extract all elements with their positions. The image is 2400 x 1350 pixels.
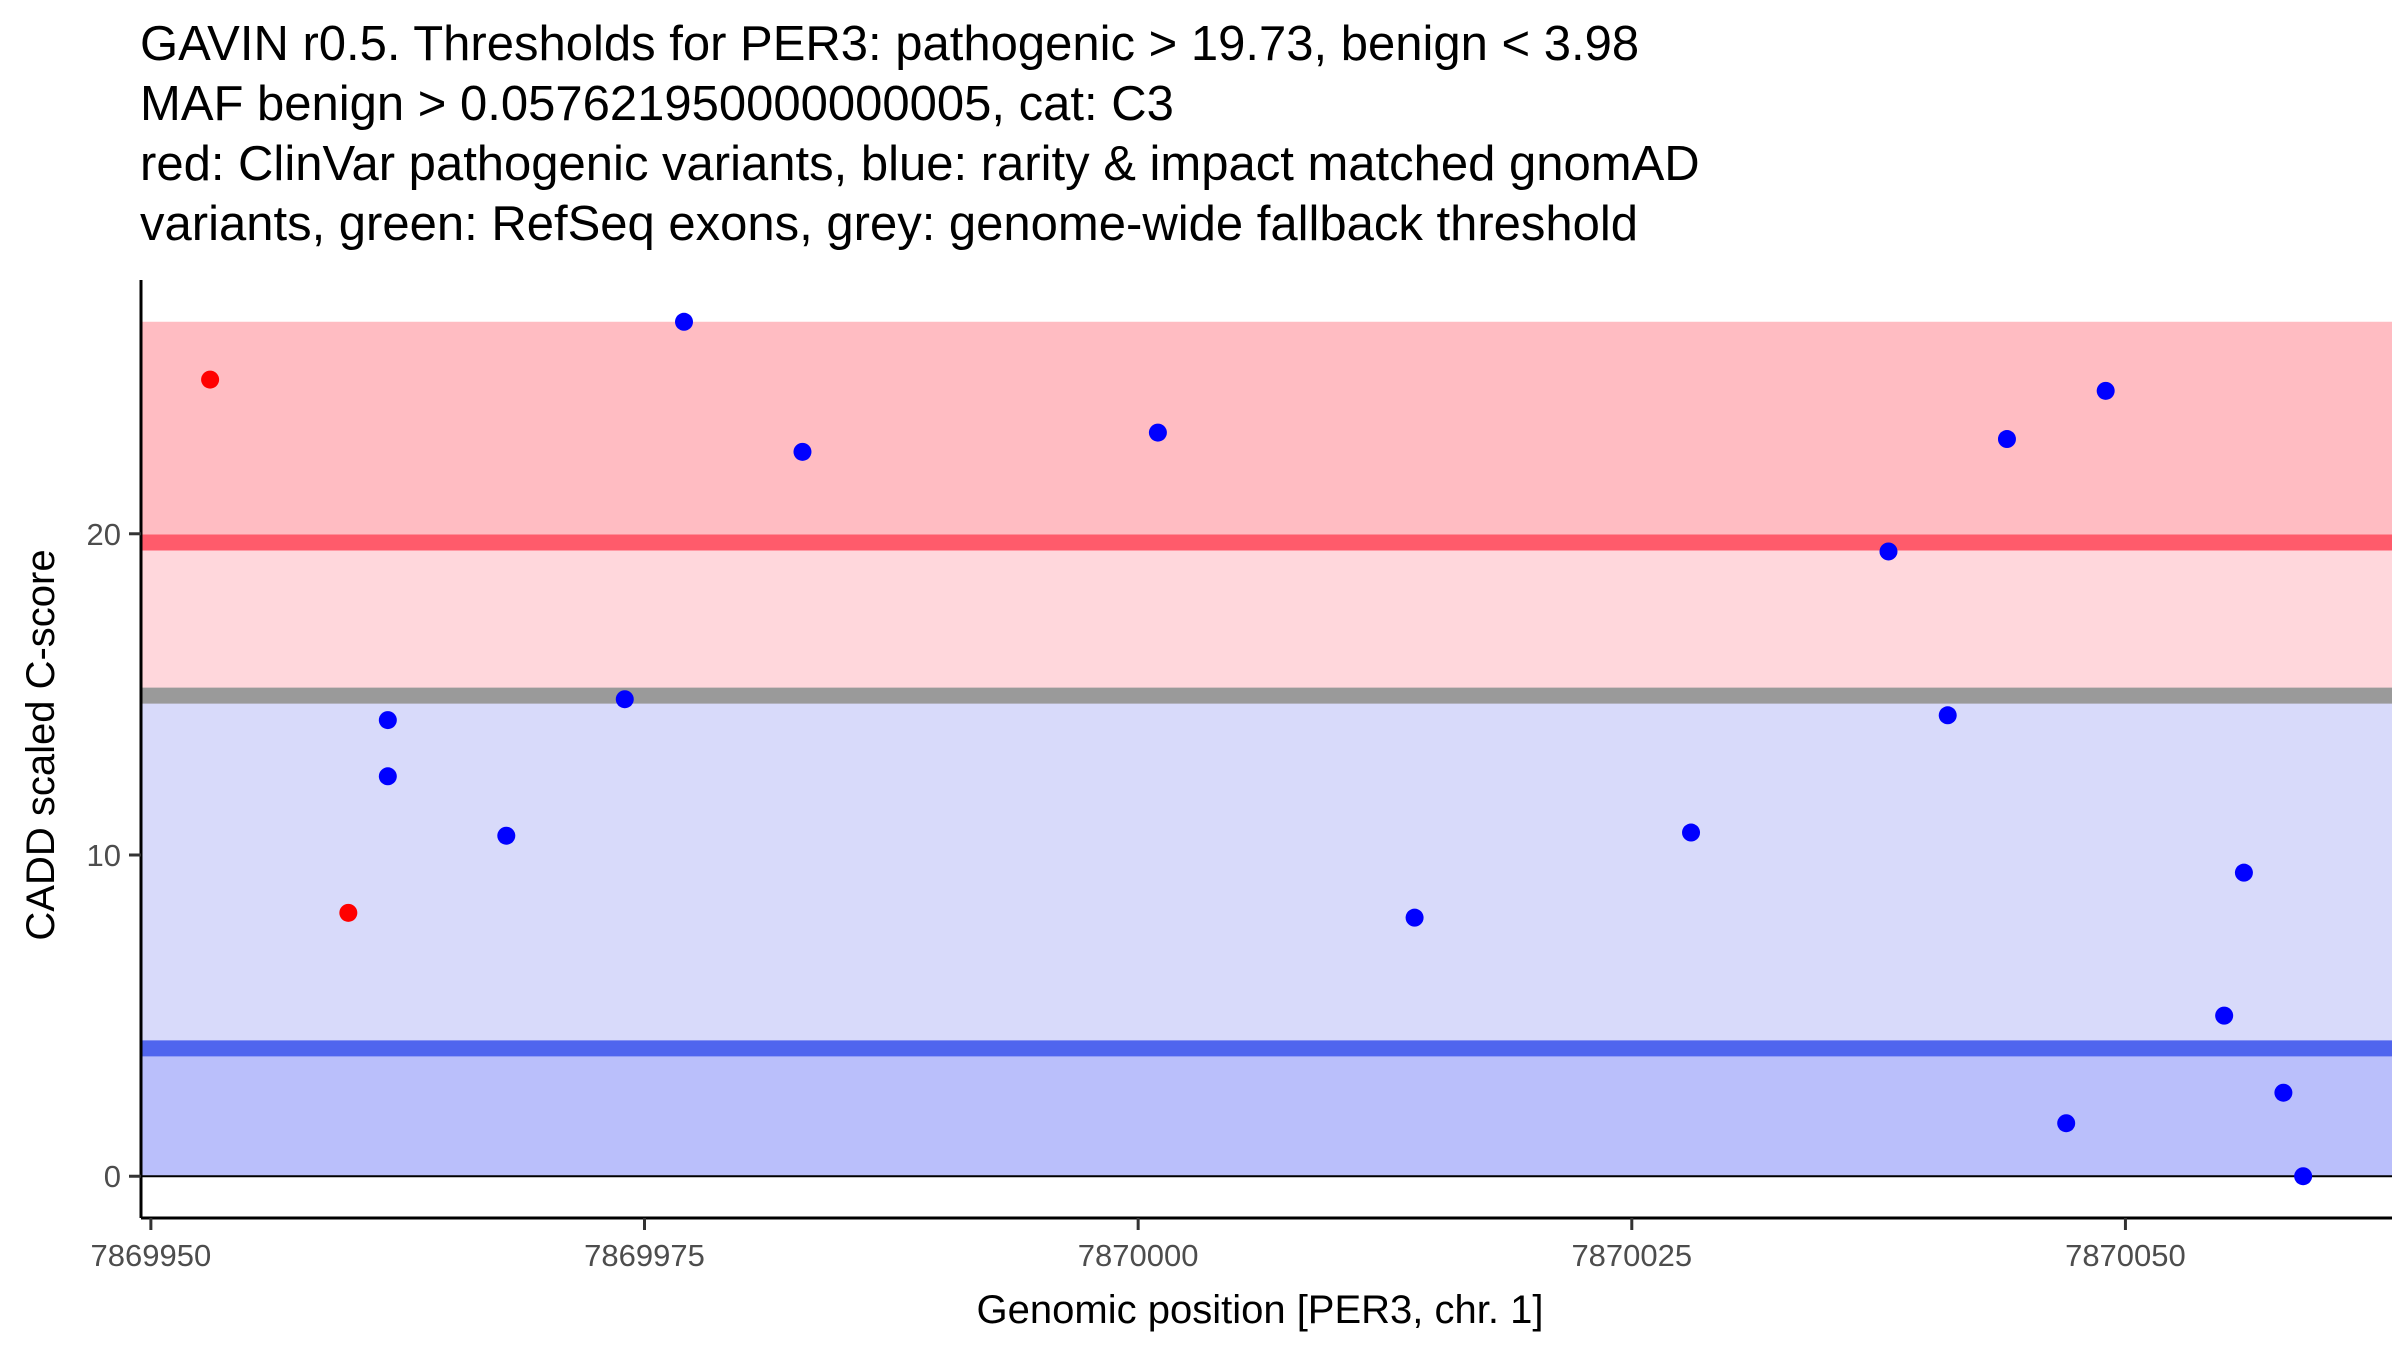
chart-title: GAVIN r0.5. Thresholds for PER3: pathoge…: [140, 14, 2380, 254]
gnomad-variant-point: [1938, 706, 1957, 725]
gnomad-variant-point: [2215, 1006, 2234, 1025]
y-tick-label: 20: [87, 517, 121, 552]
x-tick-label: 7870050: [2065, 1238, 2186, 1273]
gnomad-variant-point: [1682, 823, 1701, 842]
title-line-1: GAVIN r0.5. Thresholds for PER3: pathoge…: [140, 17, 1640, 71]
gnomad-variant-point: [1997, 430, 2016, 449]
benign-region: [141, 1048, 2392, 1177]
title-line-4: variants, green: RefSeq exons, grey: gen…: [140, 197, 1639, 251]
y-axis-label: CADD scaled C-score: [19, 549, 63, 940]
x-axis-ticks: 7869950 7869975 7870000 7870025 7870050: [91, 1218, 2186, 1273]
gnomad-variant-point: [675, 312, 694, 331]
clinvar-pathogenic-point: [201, 370, 220, 389]
gnomad-variant-point: [497, 826, 516, 845]
title-line-3: red: ClinVar pathogenic variants, blue: …: [140, 137, 1700, 191]
y-tick-label: 0: [104, 1159, 121, 1194]
fallback-to-benign-region: [141, 695, 2392, 1049]
pathogenic-region: [141, 321, 2392, 543]
clinvar-pathogenic-point: [339, 903, 358, 922]
gnomad-variant-point: [378, 767, 397, 786]
gnomad-variant-point: [1405, 908, 1424, 927]
gnomad-variant-point: [2294, 1167, 2313, 1186]
x-tick-label: 7869950: [91, 1238, 212, 1273]
pathogenic-to-fallback-region: [141, 542, 2392, 696]
gnomad-variant-point: [615, 690, 634, 709]
gnomad-variant-point: [2234, 863, 2253, 882]
y-axis-ticks: 0 10 20: [87, 517, 141, 1194]
gnomad-variant-point: [1148, 423, 1167, 442]
data-points: [201, 312, 2313, 1186]
threshold-lines: [141, 534, 2392, 1057]
gnomad-variant-point: [2057, 1114, 2076, 1133]
gnomad-variant-point: [2274, 1083, 2293, 1102]
gnomad-variant-point: [793, 442, 812, 461]
threshold-bands: [141, 321, 2392, 1177]
x-tick-label: 7870000: [1078, 1238, 1199, 1273]
gnomad-variant-point: [1879, 542, 1898, 561]
gnomad-variant-point: [2096, 381, 2115, 400]
x-tick-label: 7870025: [1571, 1238, 1692, 1273]
x-tick-label: 7869975: [584, 1238, 705, 1273]
title-line-2: MAF benign > 0.057621950000000005, cat: …: [140, 77, 1174, 131]
gnomad-variant-point: [378, 711, 397, 730]
y-tick-label: 10: [87, 838, 121, 873]
x-axis-label: Genomic position [PER3, chr. 1]: [977, 1288, 1544, 1332]
